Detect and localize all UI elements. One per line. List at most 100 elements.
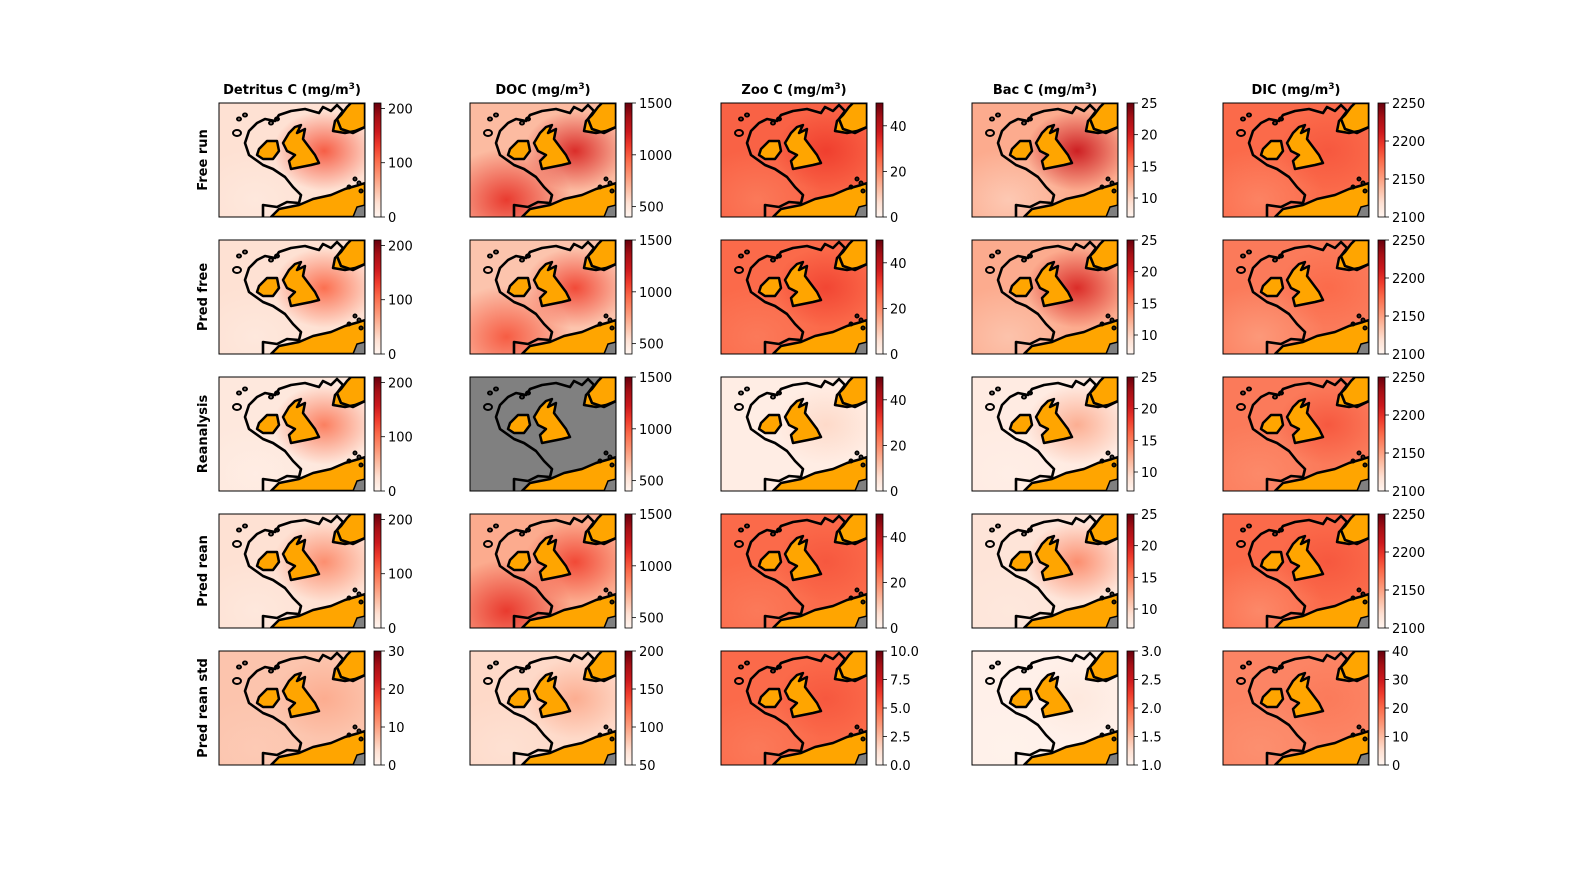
island-contour xyxy=(487,116,493,122)
map-content xyxy=(219,651,365,765)
column-title-det: Detritus C (mg/m3) xyxy=(223,82,361,98)
island-contour xyxy=(1360,454,1366,460)
island-contour xyxy=(1027,116,1033,122)
shelf-contour xyxy=(243,514,365,628)
island-contour xyxy=(1021,394,1027,400)
map-content xyxy=(1223,651,1369,765)
panel-frame xyxy=(971,650,1119,766)
britain-land xyxy=(281,671,321,719)
colorbar-tick-label: 25 xyxy=(1141,508,1158,523)
colorbar-tick-label: 40 xyxy=(890,257,907,272)
colorbar-4-4 xyxy=(1377,650,1386,766)
island-contour xyxy=(483,266,493,274)
island-contour xyxy=(744,249,750,255)
colorbar-tick-label: 0 xyxy=(890,211,898,226)
island-contour xyxy=(483,403,493,411)
colorbar-tick-label: 50 xyxy=(639,759,656,774)
ireland-land xyxy=(757,550,783,572)
colorbar-tick-label: 1.5 xyxy=(1141,731,1162,746)
britain-land xyxy=(1285,260,1325,308)
colorbar-0-2 xyxy=(875,102,884,218)
island-contour xyxy=(1360,591,1366,597)
island-contour xyxy=(1356,450,1362,456)
island-contour xyxy=(1027,253,1033,259)
panel-frame xyxy=(720,376,868,492)
island-contour xyxy=(242,112,248,118)
continent-land xyxy=(520,592,616,628)
colorbar-tick-label: 10 xyxy=(1141,466,1158,481)
shelf-contour xyxy=(1247,103,1369,217)
shelf-contour xyxy=(745,514,867,628)
island-contour xyxy=(232,540,242,548)
masked-land xyxy=(603,615,616,628)
ireland-land xyxy=(506,550,532,572)
colorbar-tick-label: 2100 xyxy=(1392,348,1425,363)
masked-land xyxy=(1105,341,1118,354)
island-contour xyxy=(1246,112,1252,118)
island-contour xyxy=(519,394,525,400)
island-contour xyxy=(1272,120,1278,126)
colorbar-tick-label: 200 xyxy=(388,513,413,528)
masked-land xyxy=(603,204,616,217)
ireland-land xyxy=(1008,276,1034,298)
island-contour xyxy=(487,253,493,259)
island-contour xyxy=(356,454,362,460)
island-contour xyxy=(1109,728,1115,734)
island-contour xyxy=(1356,587,1362,593)
map-content xyxy=(470,377,616,491)
island-contour xyxy=(989,527,995,533)
island-contour xyxy=(493,523,499,529)
colorbar-2-4 xyxy=(1377,376,1386,492)
colorbar-tick-label: 10 xyxy=(1141,603,1158,618)
island-contour xyxy=(493,249,499,255)
colorbar-tick-label: 500 xyxy=(639,338,664,353)
island-contour xyxy=(860,599,866,605)
map-panel-0-2 xyxy=(720,102,868,218)
map-content xyxy=(470,240,616,354)
panel-frame xyxy=(720,102,868,218)
masked-land xyxy=(854,341,867,354)
ireland-land xyxy=(255,139,281,161)
britain-land xyxy=(1285,397,1325,445)
colorbar-tick-label: 20 xyxy=(388,683,405,698)
colorbar-tick-label: 100 xyxy=(639,721,664,736)
island-contour xyxy=(519,668,525,674)
island-contour xyxy=(1105,724,1111,730)
colorbar-tick-label: 40 xyxy=(890,531,907,546)
colorbar-tick-label: 20 xyxy=(1141,129,1158,144)
colorbar-tick-label: 2200 xyxy=(1392,135,1425,150)
island-contour xyxy=(519,257,525,263)
map-panel-1-3 xyxy=(971,239,1119,355)
colorbar-tick-label: 15 xyxy=(1141,434,1158,449)
shelf-contour xyxy=(745,377,867,491)
shelf-contour xyxy=(494,103,616,217)
island-contour xyxy=(1272,394,1278,400)
island-contour xyxy=(487,664,493,670)
map-panel-0-3 xyxy=(971,102,1119,218)
masked-land xyxy=(854,615,867,628)
masked-land xyxy=(1105,204,1118,217)
island-contour xyxy=(1236,403,1246,411)
map-content xyxy=(1223,103,1369,217)
island-contour xyxy=(525,390,531,396)
island-contour xyxy=(493,112,499,118)
colorbar-4-1 xyxy=(624,650,633,766)
continent-land xyxy=(520,181,616,217)
panel-frame xyxy=(971,239,1119,355)
island-contour xyxy=(1362,325,1368,331)
colorbar-tick-label: 200 xyxy=(388,239,413,254)
colorbar-tick-label: 2250 xyxy=(1392,234,1425,249)
masked-land xyxy=(603,478,616,491)
island-contour xyxy=(346,184,352,190)
island-contour xyxy=(1105,176,1111,182)
island-contour xyxy=(268,668,274,674)
masked-land xyxy=(603,752,616,765)
island-contour xyxy=(995,386,1001,392)
colorbar-tick-label: 15 xyxy=(1141,571,1158,586)
island-contour xyxy=(493,386,499,392)
colorbar-tick-label: 1000 xyxy=(639,423,672,438)
continent-land xyxy=(1022,318,1118,354)
colorbar-tick-label: 25 xyxy=(1141,97,1158,112)
row-label-3: Pred rean xyxy=(196,535,211,607)
continent-land xyxy=(269,181,365,217)
